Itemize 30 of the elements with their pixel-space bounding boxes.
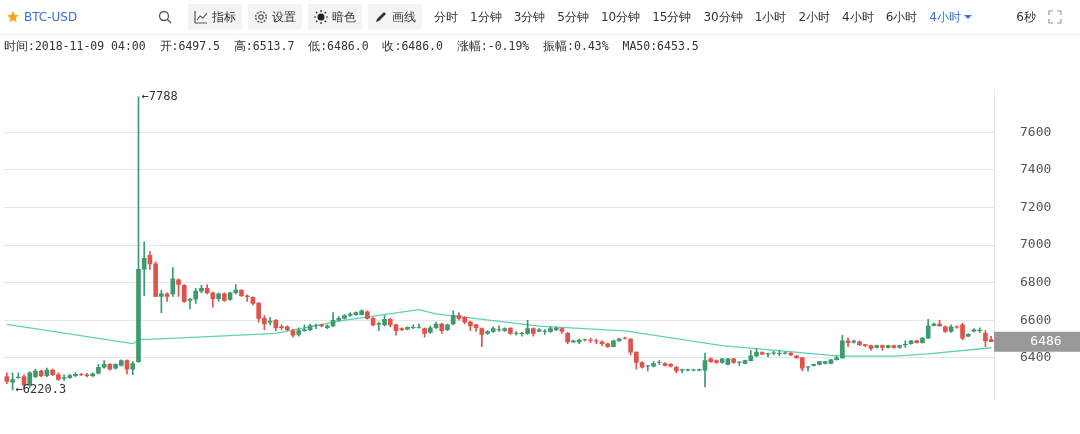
text: 指标 bbox=[212, 8, 236, 26]
chart-subtitle: 时间:2018-11-09 04:00 开:6497.5 高:6513.7 低:6486.0 收:6486.0 涨幅:-0.19% 振幅:0.43% MA50:6453.5 bbox=[3, 38, 700, 55]
y-tick-label: 7600 bbox=[1020, 123, 1052, 139]
annotation: ←7788 bbox=[141, 88, 178, 103]
text: 10分钟 bbox=[600, 8, 641, 26]
text: 分时 bbox=[434, 8, 458, 26]
text: 3分钟 bbox=[513, 8, 546, 26]
text: 4小时 bbox=[929, 8, 961, 26]
candlestick bbox=[656, 360, 662, 365]
text: 6秒 bbox=[1016, 8, 1036, 26]
y-tick-label: 7200 bbox=[1020, 198, 1052, 214]
text: 30分钟 bbox=[703, 8, 743, 26]
chart-title: BTC-USD bbox=[24, 10, 78, 24]
y-tick-label: 6600 bbox=[1020, 311, 1052, 327]
text: 2小时 bbox=[798, 8, 831, 26]
text: 6486 bbox=[1030, 333, 1062, 349]
text: 5分钟 bbox=[557, 8, 589, 26]
text: 6小时 bbox=[885, 8, 918, 26]
text: 设置 bbox=[272, 8, 296, 26]
text: 画线 bbox=[392, 8, 416, 26]
y-tick-label: 7000 bbox=[1020, 236, 1052, 252]
text: 15分钟 bbox=[652, 8, 692, 26]
text: 暗色 bbox=[332, 8, 356, 26]
annotation: ←6220.3 bbox=[15, 381, 67, 396]
y-tick-label: 6800 bbox=[1020, 273, 1052, 289]
text: 1小时 bbox=[754, 8, 787, 26]
text: 1分钟 bbox=[470, 8, 502, 26]
y-tick-label: 7400 bbox=[1020, 161, 1052, 177]
y-tick-label: 6400 bbox=[1020, 349, 1052, 365]
text: 4小时 bbox=[842, 8, 874, 26]
